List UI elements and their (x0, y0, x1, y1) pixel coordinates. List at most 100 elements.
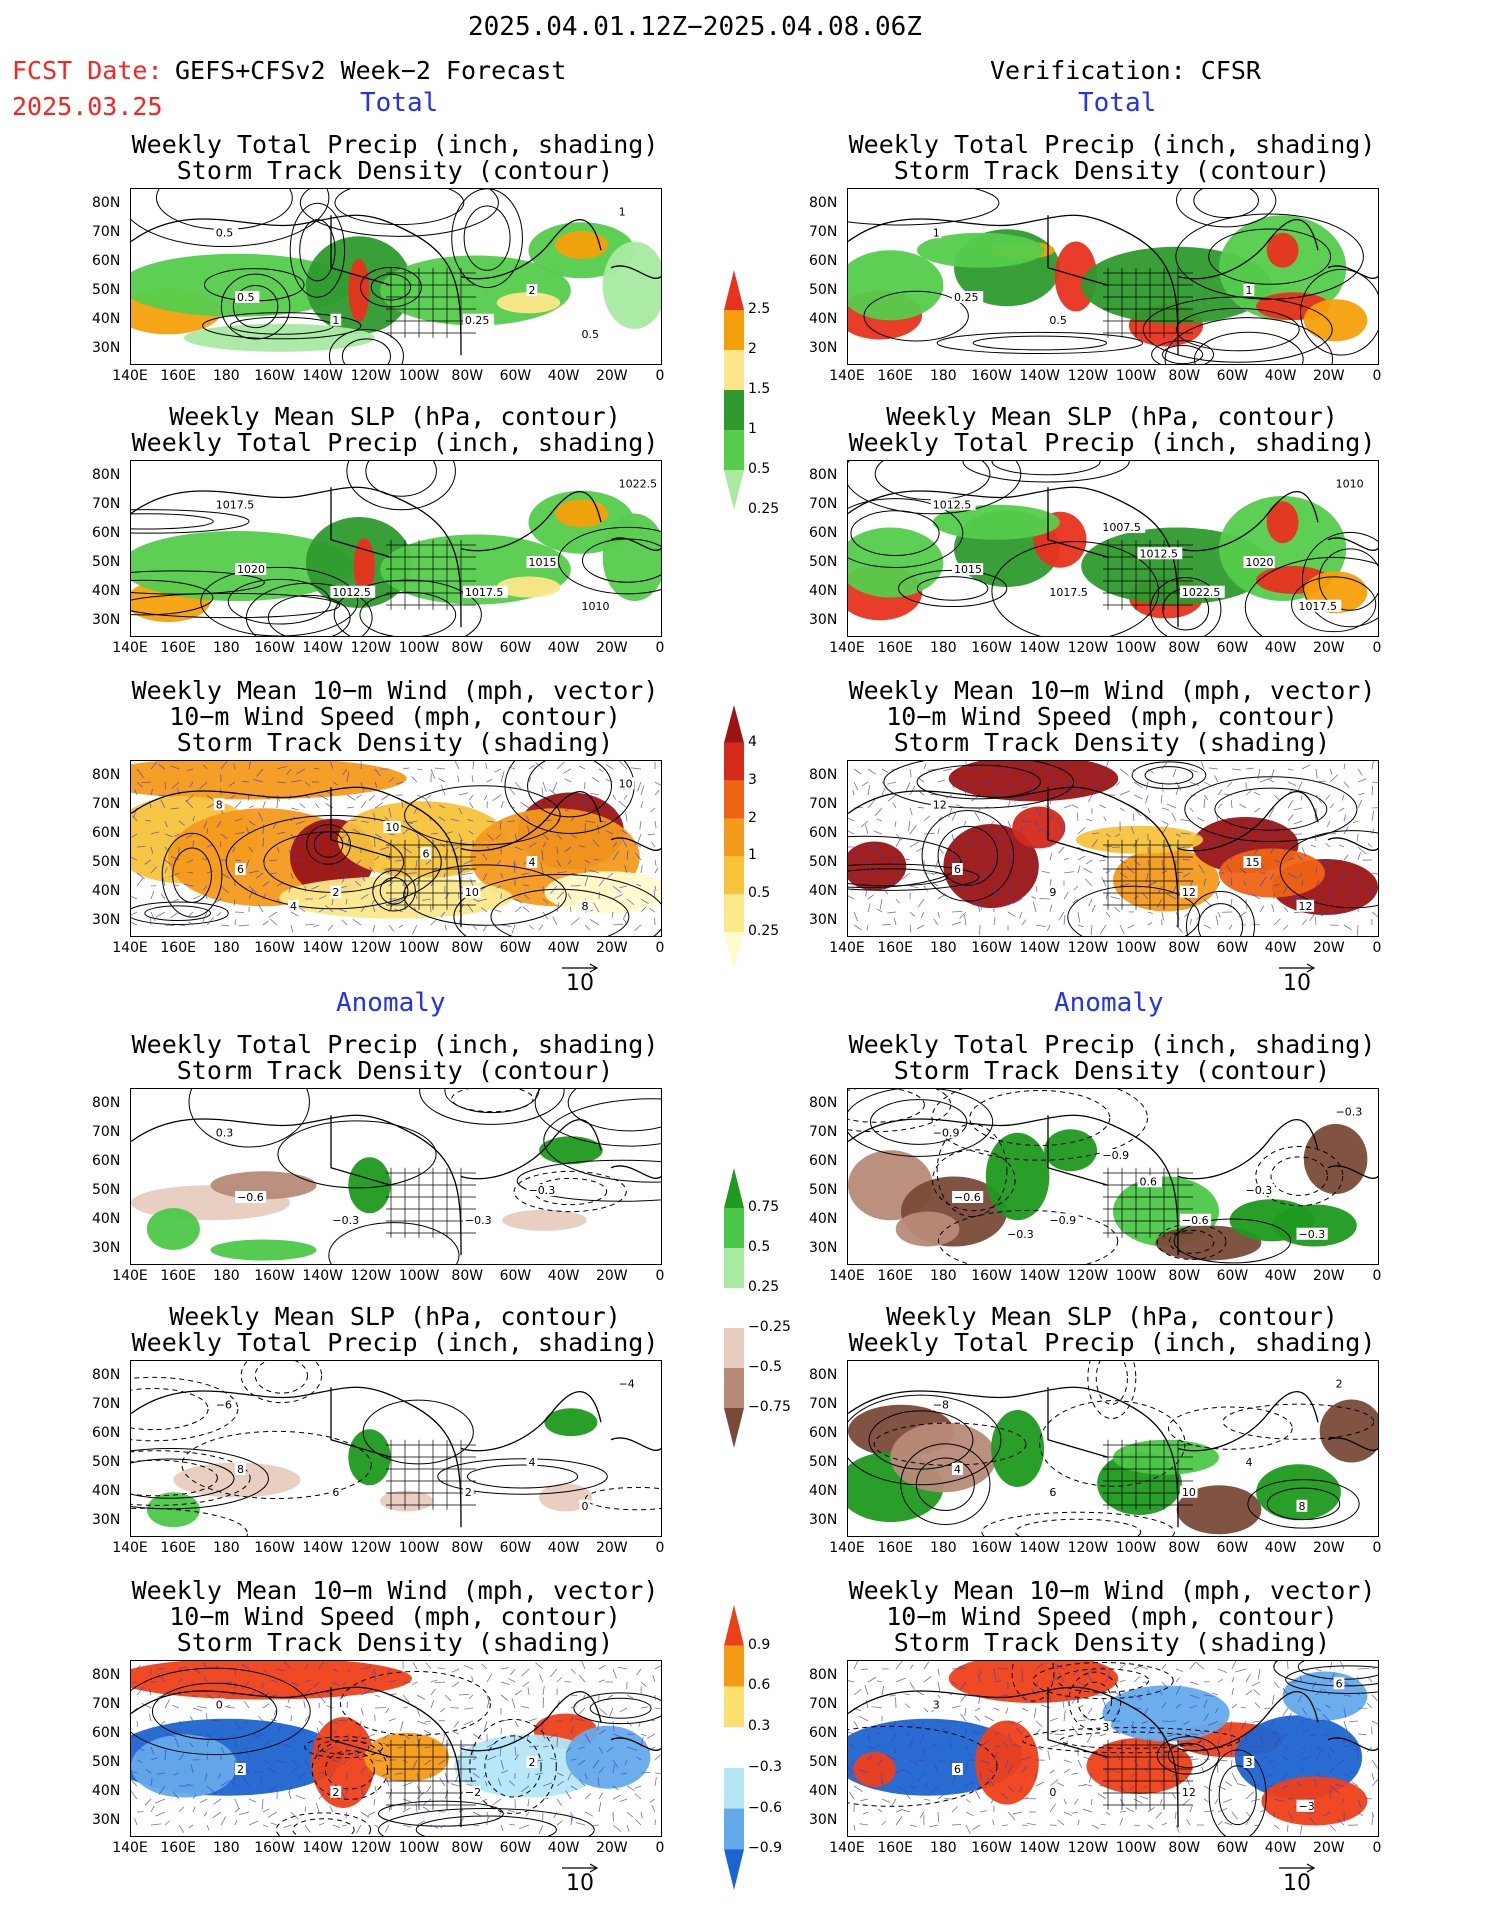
wind-vector (234, 859, 242, 862)
shading-region (539, 1136, 603, 1165)
wind-vector (270, 1679, 278, 1683)
wind-vector (1129, 1785, 1135, 1790)
wind-vector (1259, 833, 1265, 840)
wind-vector (1161, 761, 1168, 770)
wind-vector (634, 1793, 642, 1800)
wind-vector (374, 855, 380, 861)
lon-tick-label: 40W (547, 368, 580, 384)
wind-vector (430, 832, 439, 835)
wind-vector (262, 1693, 270, 1696)
wind-vector (203, 1811, 208, 1817)
lon-tick-label: 160W (971, 1540, 1012, 1556)
colorbar-swatch (724, 1767, 744, 1809)
wind-vector (993, 790, 1001, 796)
wind-vector (412, 924, 418, 935)
wind-vector (1057, 1819, 1065, 1826)
wind-vector (486, 1811, 490, 1819)
wind-vector (570, 816, 575, 822)
wind-vector (881, 768, 889, 773)
wind-vector (430, 919, 437, 926)
contour-label: −0.3 (529, 1184, 556, 1197)
wind-vector (438, 778, 446, 783)
wind-vector (1343, 1707, 1347, 1718)
wind-vector (1201, 1766, 1205, 1774)
wind-vector (360, 1785, 364, 1795)
wind-vector (1035, 820, 1038, 828)
panel-title-line: Storm Track Density (shading) (893, 728, 1331, 757)
shading-region (1303, 299, 1368, 342)
colorbar-swatch (724, 1727, 744, 1768)
lon-tick-label: 140W (302, 368, 344, 384)
wind-vector (150, 1823, 162, 1826)
wind-vector (290, 911, 299, 917)
colorbar-swatch (724, 1408, 744, 1448)
wind-vector (1217, 1679, 1224, 1683)
wind-vector (183, 883, 194, 887)
wind-vector (388, 1679, 397, 1683)
wind-vector (1251, 1681, 1261, 1687)
wind-vector (900, 1808, 911, 1813)
lat-tick-label: 80N (809, 1367, 838, 1383)
shading-region (848, 527, 944, 598)
wind-vector (393, 898, 404, 904)
wind-vector (867, 846, 876, 850)
wind-vector (917, 806, 925, 809)
wind-vector (500, 1719, 508, 1722)
wind-vector (192, 1794, 197, 1800)
wind-vector (430, 1700, 435, 1709)
wind-vector (1007, 911, 1016, 917)
wind-vector (1146, 1739, 1149, 1748)
wind-vector (374, 833, 383, 839)
wind-vector (402, 1824, 412, 1828)
lon-tick-label: 120W (1067, 1268, 1109, 1284)
wind-vector (1283, 846, 1289, 851)
lat-tick-label: 30N (92, 912, 121, 928)
wind-vector (909, 824, 917, 835)
wind-vector (481, 1798, 488, 1802)
shading-region (337, 801, 508, 879)
wind-vector (853, 1688, 862, 1696)
wind-vector (1083, 1808, 1093, 1813)
wind-vector (920, 911, 925, 919)
wind-vector (979, 1668, 981, 1676)
wind-vector (548, 789, 558, 796)
shading-region (1261, 1776, 1368, 1826)
lon-tick-label: 0 (655, 1268, 665, 1284)
reference-vector-arrow (562, 1863, 599, 1873)
lat-tick-label: 70N (809, 1396, 838, 1412)
wind-vector (867, 785, 871, 796)
wind-vector (923, 1746, 925, 1757)
wind-vector (654, 781, 661, 786)
wind-vector (1230, 898, 1233, 908)
contour-line (227, 578, 331, 625)
colorbar-storm_anom (724, 1605, 744, 1890)
wind-vector (1240, 1706, 1247, 1709)
panel-title-line: 10−m Wind Speed (mph, contour) (169, 1602, 621, 1631)
wind-vector (451, 1668, 460, 1673)
wind-vector (890, 1798, 897, 1808)
wind-vector (1063, 762, 1067, 770)
wind-vector (651, 1804, 656, 1813)
wind-vector (974, 1715, 981, 1722)
shading-region (890, 1422, 997, 1493)
wind-vector (201, 858, 208, 861)
wind-vector (636, 781, 642, 792)
panel-title-line: Storm Track Density (contour) (176, 1056, 614, 1085)
panel-title-line: Weekly Total Precip (inch, shading) (131, 428, 659, 457)
contour-line (916, 576, 989, 601)
wind-vector (327, 924, 334, 931)
wind-vector (276, 831, 286, 835)
lon-tick-label: 120W (1067, 1540, 1109, 1556)
wind-vector (318, 1694, 326, 1704)
wind-vector (1159, 1689, 1163, 1696)
wind-vector (472, 1756, 478, 1761)
wind-vector (1357, 1691, 1363, 1696)
lon-tick-label: 100W (1115, 1268, 1157, 1284)
lon-tick-label: 180 (212, 940, 240, 956)
wind-vector (1098, 1665, 1107, 1670)
map-panel-r3: 12 6 9 15 12 12 (847, 760, 1379, 937)
wind-vector (313, 767, 320, 770)
wind-vector (1301, 1717, 1312, 1722)
wind-vector (634, 842, 642, 848)
